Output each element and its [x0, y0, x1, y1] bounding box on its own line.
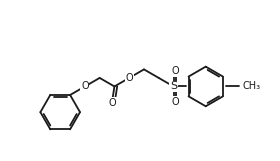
Text: O: O: [125, 73, 133, 83]
Text: O: O: [172, 97, 179, 107]
Text: O: O: [81, 81, 89, 91]
Text: S: S: [170, 81, 177, 91]
Text: O: O: [172, 66, 179, 76]
Text: O: O: [109, 98, 116, 108]
Text: CH₃: CH₃: [242, 81, 261, 91]
